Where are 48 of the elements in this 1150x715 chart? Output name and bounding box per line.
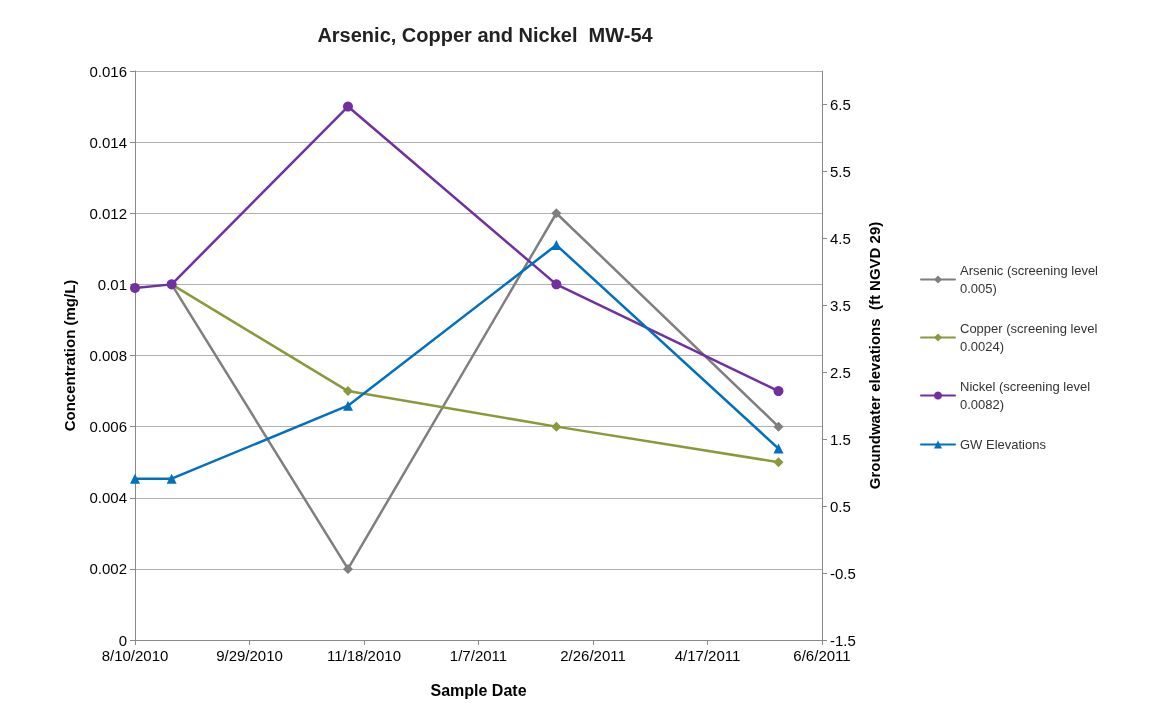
x-tick-label: 1/7/2011 — [449, 647, 508, 664]
point — [551, 208, 562, 219]
point — [551, 240, 562, 251]
x-tick-label: 11/18/2010 — [327, 647, 401, 664]
y2-tick-label: 3.5 — [830, 296, 851, 314]
y-tick-label: 0.004 — [89, 489, 127, 507]
point — [130, 473, 140, 484]
chart-title: Arsenic, Copper and Nickel MW-54 — [317, 24, 654, 46]
point — [342, 101, 353, 112]
y-tick-label: 0 — [118, 631, 127, 649]
x-tick-label: 9/29/2010 — [216, 647, 283, 664]
point — [342, 563, 353, 574]
y-axis-title: Concentration (mg/L) — [61, 279, 78, 432]
point — [773, 386, 784, 397]
x-tick-label: 6/6/2011 — [793, 647, 851, 664]
y-tick-label: 0.014 — [89, 133, 127, 151]
legend-label: Copper (screening level 0.0024) — [960, 321, 1101, 354]
point — [130, 282, 140, 293]
point — [551, 279, 562, 290]
point — [551, 421, 562, 432]
point — [166, 473, 177, 484]
y2-axis-title: Groundwater elevations (ft NGVD 29) — [865, 221, 883, 490]
legend-label: Arsenic (screening level 0.005) — [960, 263, 1102, 296]
y-tick-label: 0.002 — [89, 560, 127, 578]
y-tick-label: 0.016 — [89, 62, 127, 80]
point — [773, 421, 784, 432]
y2-tick-label: 2.5 — [830, 363, 851, 381]
point — [773, 457, 784, 468]
y2-tick-label: -1.5 — [830, 631, 856, 649]
y2-tick-label: 0.5 — [830, 497, 851, 515]
x-axis-title: Sample Date — [430, 681, 527, 699]
y2-tick-label: 1.5 — [830, 430, 851, 448]
point — [342, 400, 353, 411]
point — [342, 386, 353, 397]
x-tick-label: 2/26/2011 — [560, 647, 626, 664]
y2-tick-label: 6.5 — [830, 95, 851, 113]
y-tick-label: 0.006 — [89, 418, 127, 436]
x-tick-label: 8/10/2010 — [101, 647, 169, 664]
y-tick-label: 0.008 — [89, 347, 127, 364]
point — [773, 443, 784, 454]
y2-tick-label: 5.5 — [830, 162, 851, 180]
y2-tick-label: 4.5 — [830, 229, 851, 247]
y-tick-label: 0.01 — [97, 275, 127, 293]
y2-tick-label: -0.5 — [830, 564, 856, 582]
legend-label: GW Elevations — [960, 437, 1047, 452]
x-tick-label: 4/17/2011 — [674, 647, 741, 664]
y-tick-label: 0.012 — [89, 204, 127, 222]
legend-label: Nickel (screening level 0.0082) — [960, 379, 1094, 412]
